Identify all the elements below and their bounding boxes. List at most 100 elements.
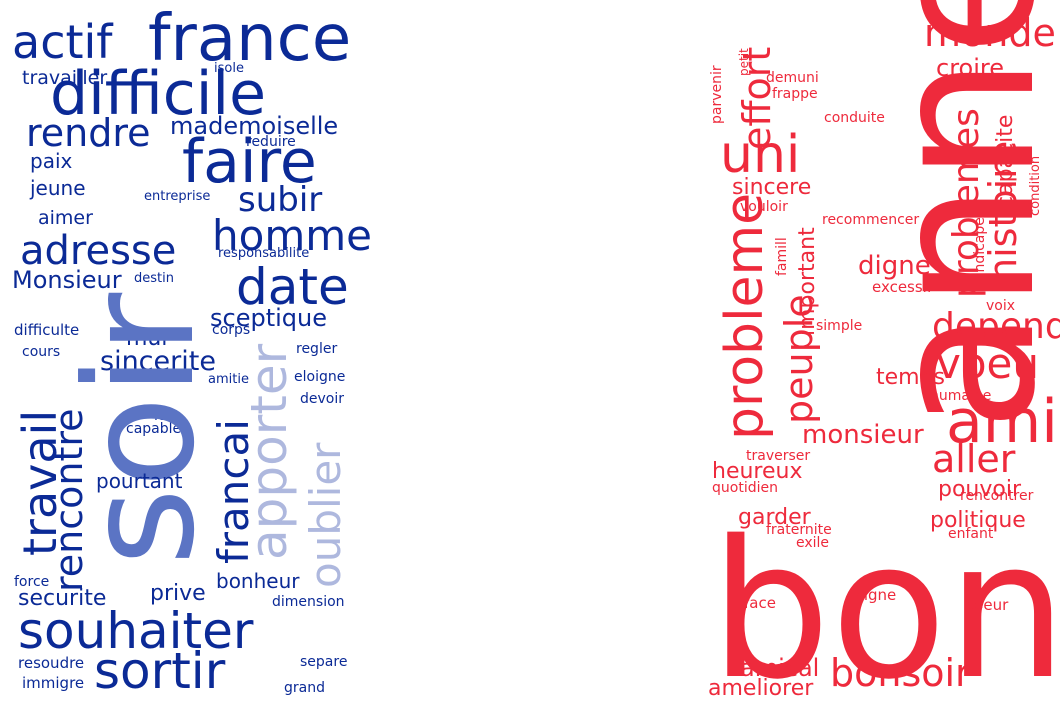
word-souhaiter: souhaiter	[18, 602, 254, 660]
word-corps: corps	[212, 322, 250, 338]
word-cloud-blue-canvas: actif france travailler isoledifficilerendr…	[12, 2, 372, 700]
word-sincerite: sincerite	[100, 346, 216, 377]
word-bonheur: bonheur	[216, 569, 300, 593]
word-capacite: capacite	[993, 115, 1018, 208]
word-difficile: difficile	[50, 59, 266, 129]
word-petit: petit	[737, 48, 751, 76]
word-resoudre: resoudre	[18, 654, 84, 672]
word-grand: grand	[284, 680, 325, 696]
word-apporter: apporter	[240, 343, 298, 560]
word-annee: annee	[847, 0, 1060, 432]
word-force: force	[14, 574, 49, 590]
word-garder: garder	[738, 505, 812, 530]
word-loin: loin	[154, 408, 179, 424]
word-depend: depend	[932, 306, 1060, 347]
word-dimension: dimension	[272, 594, 345, 610]
word-recommencer: recommencer	[822, 212, 919, 228]
word-problemes: problemes	[946, 108, 987, 298]
word-enfant: enfant	[948, 526, 994, 542]
word-signe: signe	[856, 586, 896, 604]
word-destin: destin	[134, 271, 174, 286]
word-paix: paix	[30, 149, 73, 173]
word-ami: ami	[946, 387, 1058, 457]
word-aimer: aimer	[38, 207, 93, 229]
word-travail: travail	[13, 410, 67, 556]
word-pouvoir: pouvoir	[938, 477, 1022, 502]
word-condition: condition	[1028, 156, 1043, 216]
word-croire: croire	[936, 54, 1004, 82]
word-rendre: rendre	[26, 111, 151, 155]
word-travailler: travailler	[22, 67, 107, 89]
word-digne: digne	[858, 251, 931, 281]
word-conduite: conduite	[824, 110, 885, 126]
word-amical: amical	[740, 654, 819, 682]
word-prive: prive	[150, 581, 206, 606]
word-cloud-blue: actif france travailler isole difficile rendr…	[0, 0, 380, 713]
word-soir: soir	[54, 292, 228, 566]
word-bonsoir: bonsoir	[830, 651, 971, 695]
word-coeur: coeur	[966, 596, 1009, 614]
word-sceptique: sceptique	[210, 304, 327, 332]
word-uni: uni	[720, 125, 800, 185]
word-rencontrer: rencontrer	[960, 488, 1034, 504]
word-sortir: sortir	[94, 642, 226, 700]
word-monsieur: monsieur	[802, 420, 924, 450]
word-faire: faire	[182, 127, 317, 197]
word-difficulte: difficulte	[14, 321, 79, 339]
word-reduire: reduire	[246, 134, 296, 150]
word-demuni: demuni	[766, 70, 819, 86]
word-responsabilite: responsabilite	[218, 246, 309, 261]
word-peuple: peuple	[777, 294, 821, 424]
word-bon: bon	[710, 500, 1060, 713]
word-subir: subir	[238, 180, 322, 220]
word-famill: famill	[774, 237, 790, 276]
word-parvenir: parvenir	[709, 65, 725, 124]
word-immigre: immigre	[22, 674, 84, 692]
word-probleme: probleme	[715, 193, 775, 440]
word-frappe: frappe	[772, 86, 818, 102]
word-fraternite: fraternite	[766, 522, 832, 538]
word-actif: actif	[12, 15, 114, 69]
word-eloigne: eloigne	[294, 369, 345, 385]
word-simple: simple	[816, 318, 862, 334]
word-humaine: humaine	[930, 388, 991, 404]
word-adresse: adresse	[20, 228, 176, 274]
word-face: face	[744, 594, 776, 612]
word-capable: capable	[126, 421, 181, 437]
word-voeu: voeu	[936, 339, 1039, 388]
word-devoir: devoir	[300, 391, 344, 407]
word-securite: securite	[18, 586, 106, 611]
word-separe: separe	[300, 654, 347, 670]
word-date: date	[236, 258, 349, 316]
word-handicape: handicape	[972, 217, 988, 290]
word-isole: isole	[214, 61, 244, 76]
word-temps: temps	[876, 365, 945, 390]
word-pourtant: pourtant	[96, 469, 183, 493]
word-quotidien: quotidien	[712, 480, 778, 496]
word-sincere: sincere	[732, 175, 811, 200]
word-exile: exile	[796, 535, 829, 551]
word-france: france	[148, 2, 351, 76]
word-politique: politique	[930, 508, 1026, 533]
word-effort: effort	[735, 47, 779, 150]
word-oublier: oublier	[301, 442, 350, 588]
word-heureux: heureux	[712, 459, 802, 484]
word-jeune: jeune	[29, 176, 86, 200]
word-histoire: histoire	[981, 141, 1025, 282]
word-cloud-red: parvenir petit effort demuni frappe monde croi…	[700, 0, 1060, 713]
word-ameliorer: ameliorer	[708, 676, 814, 701]
word-homme: homme	[212, 211, 372, 260]
word-aller: aller	[932, 437, 1016, 481]
word-entreprise: entreprise	[144, 189, 210, 204]
word-regler: regler	[296, 341, 337, 357]
word-cours: cours	[22, 344, 60, 360]
word-voix: voix	[986, 298, 1015, 314]
word-excessif: excessif	[872, 278, 933, 296]
word-vouloir: vouloir	[740, 199, 788, 215]
word-mur: mur	[126, 326, 171, 351]
word-monde: monde	[924, 11, 1056, 55]
word-mademoiselle: mademoiselle	[170, 112, 338, 140]
word-important: important	[795, 227, 820, 336]
word-rencontre: rencontre	[47, 408, 91, 592]
